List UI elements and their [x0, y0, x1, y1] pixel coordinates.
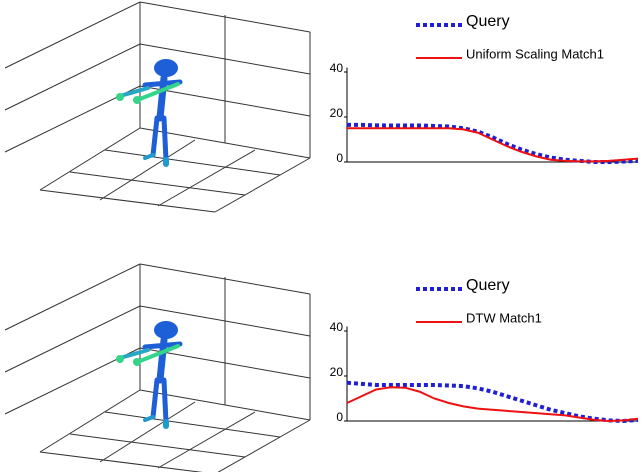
- y-tick-label: 20: [330, 365, 344, 379]
- skeleton-scene-2: [5, 264, 310, 472]
- y-tick-label: 20: [330, 106, 344, 120]
- 3d-grid: [4, 1, 311, 213]
- y-tick-label: 0: [336, 410, 343, 424]
- series-line: [347, 127, 639, 163]
- y-tick-label: 40: [330, 320, 344, 334]
- skeleton: [116, 59, 183, 167]
- y-tick-label: 40: [330, 61, 344, 75]
- y-tick-label: 0: [336, 151, 343, 165]
- legend-label: Uniform Scaling Match1: [466, 46, 604, 61]
- legend-label: Query: [466, 277, 510, 294]
- series-line: [346, 380, 639, 424]
- legend-label: DTW Match1: [466, 310, 542, 325]
- skeleton-scene: [4, 1, 311, 213]
- series-line: [346, 386, 639, 423]
- series-line: [347, 122, 639, 164]
- legend-label: Query: [466, 13, 510, 30]
